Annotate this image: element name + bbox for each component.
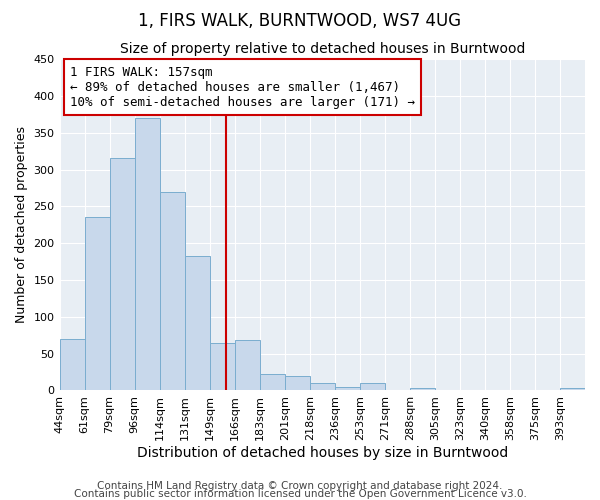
Bar [360,383,385,390]
Bar [185,256,209,390]
Bar [310,383,335,390]
Title: Size of property relative to detached houses in Burntwood: Size of property relative to detached ho… [119,42,525,56]
Text: 1 FIRS WALK: 157sqm
← 89% of detached houses are smaller (1,467)
10% of semi-det: 1 FIRS WALK: 157sqm ← 89% of detached ho… [70,66,415,108]
Bar [235,340,260,390]
Bar [260,374,285,390]
Bar [134,118,160,390]
Bar [59,339,85,390]
Text: 1, FIRS WALK, BURNTWOOD, WS7 4UG: 1, FIRS WALK, BURNTWOOD, WS7 4UG [139,12,461,30]
X-axis label: Distribution of detached houses by size in Burntwood: Distribution of detached houses by size … [137,446,508,460]
Bar [160,192,185,390]
Text: Contains HM Land Registry data © Crown copyright and database right 2024.: Contains HM Land Registry data © Crown c… [97,481,503,491]
Text: Contains public sector information licensed under the Open Government Licence v3: Contains public sector information licen… [74,489,526,499]
Bar [110,158,134,390]
Bar [410,388,435,390]
Bar [85,218,110,390]
Bar [335,387,360,390]
Bar [560,388,585,390]
Y-axis label: Number of detached properties: Number of detached properties [15,126,28,324]
Bar [209,342,235,390]
Bar [285,376,310,390]
